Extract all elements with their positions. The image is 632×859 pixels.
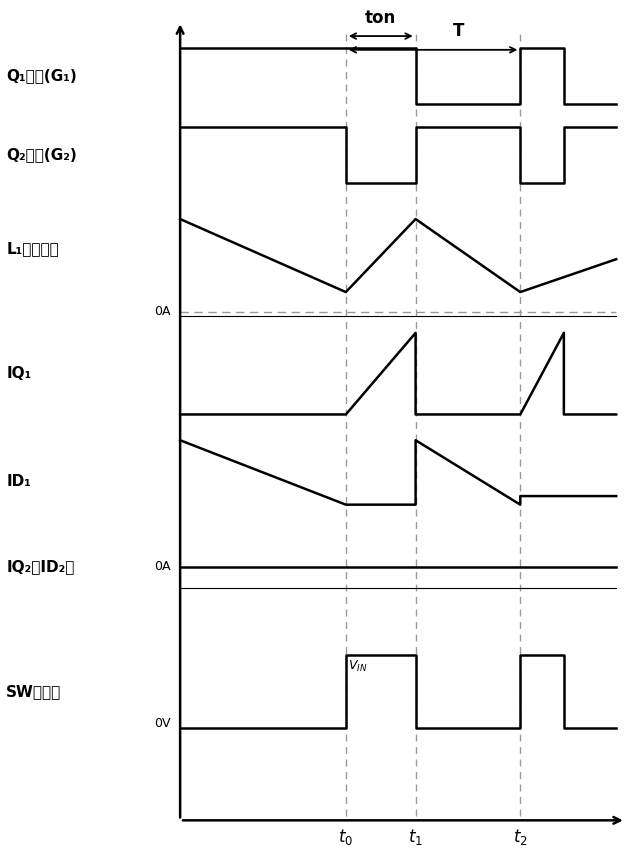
Text: $V_{IN}$: $V_{IN}$	[348, 660, 368, 674]
Text: IQ₁: IQ₁	[6, 366, 32, 381]
Text: $t_1$: $t_1$	[408, 827, 423, 847]
Text: 0A: 0A	[154, 560, 171, 574]
Text: Q₂驱动(G₂): Q₂驱动(G₂)	[6, 147, 77, 162]
Text: $t_0$: $t_0$	[338, 827, 353, 847]
Text: ID₁: ID₁	[6, 473, 31, 489]
Text: Q₁驱动(G₁): Q₁驱动(G₁)	[6, 68, 77, 83]
Text: IQ₂（ID₂）: IQ₂（ID₂）	[6, 559, 75, 575]
Text: SW点波形: SW点波形	[6, 684, 61, 699]
Text: T: T	[453, 22, 464, 40]
Text: 0V: 0V	[154, 717, 171, 730]
Text: ton: ton	[365, 9, 396, 27]
Text: 0A: 0A	[154, 305, 171, 319]
Text: $t_2$: $t_2$	[513, 827, 528, 847]
Text: L₁电流波形: L₁电流波形	[6, 241, 59, 257]
